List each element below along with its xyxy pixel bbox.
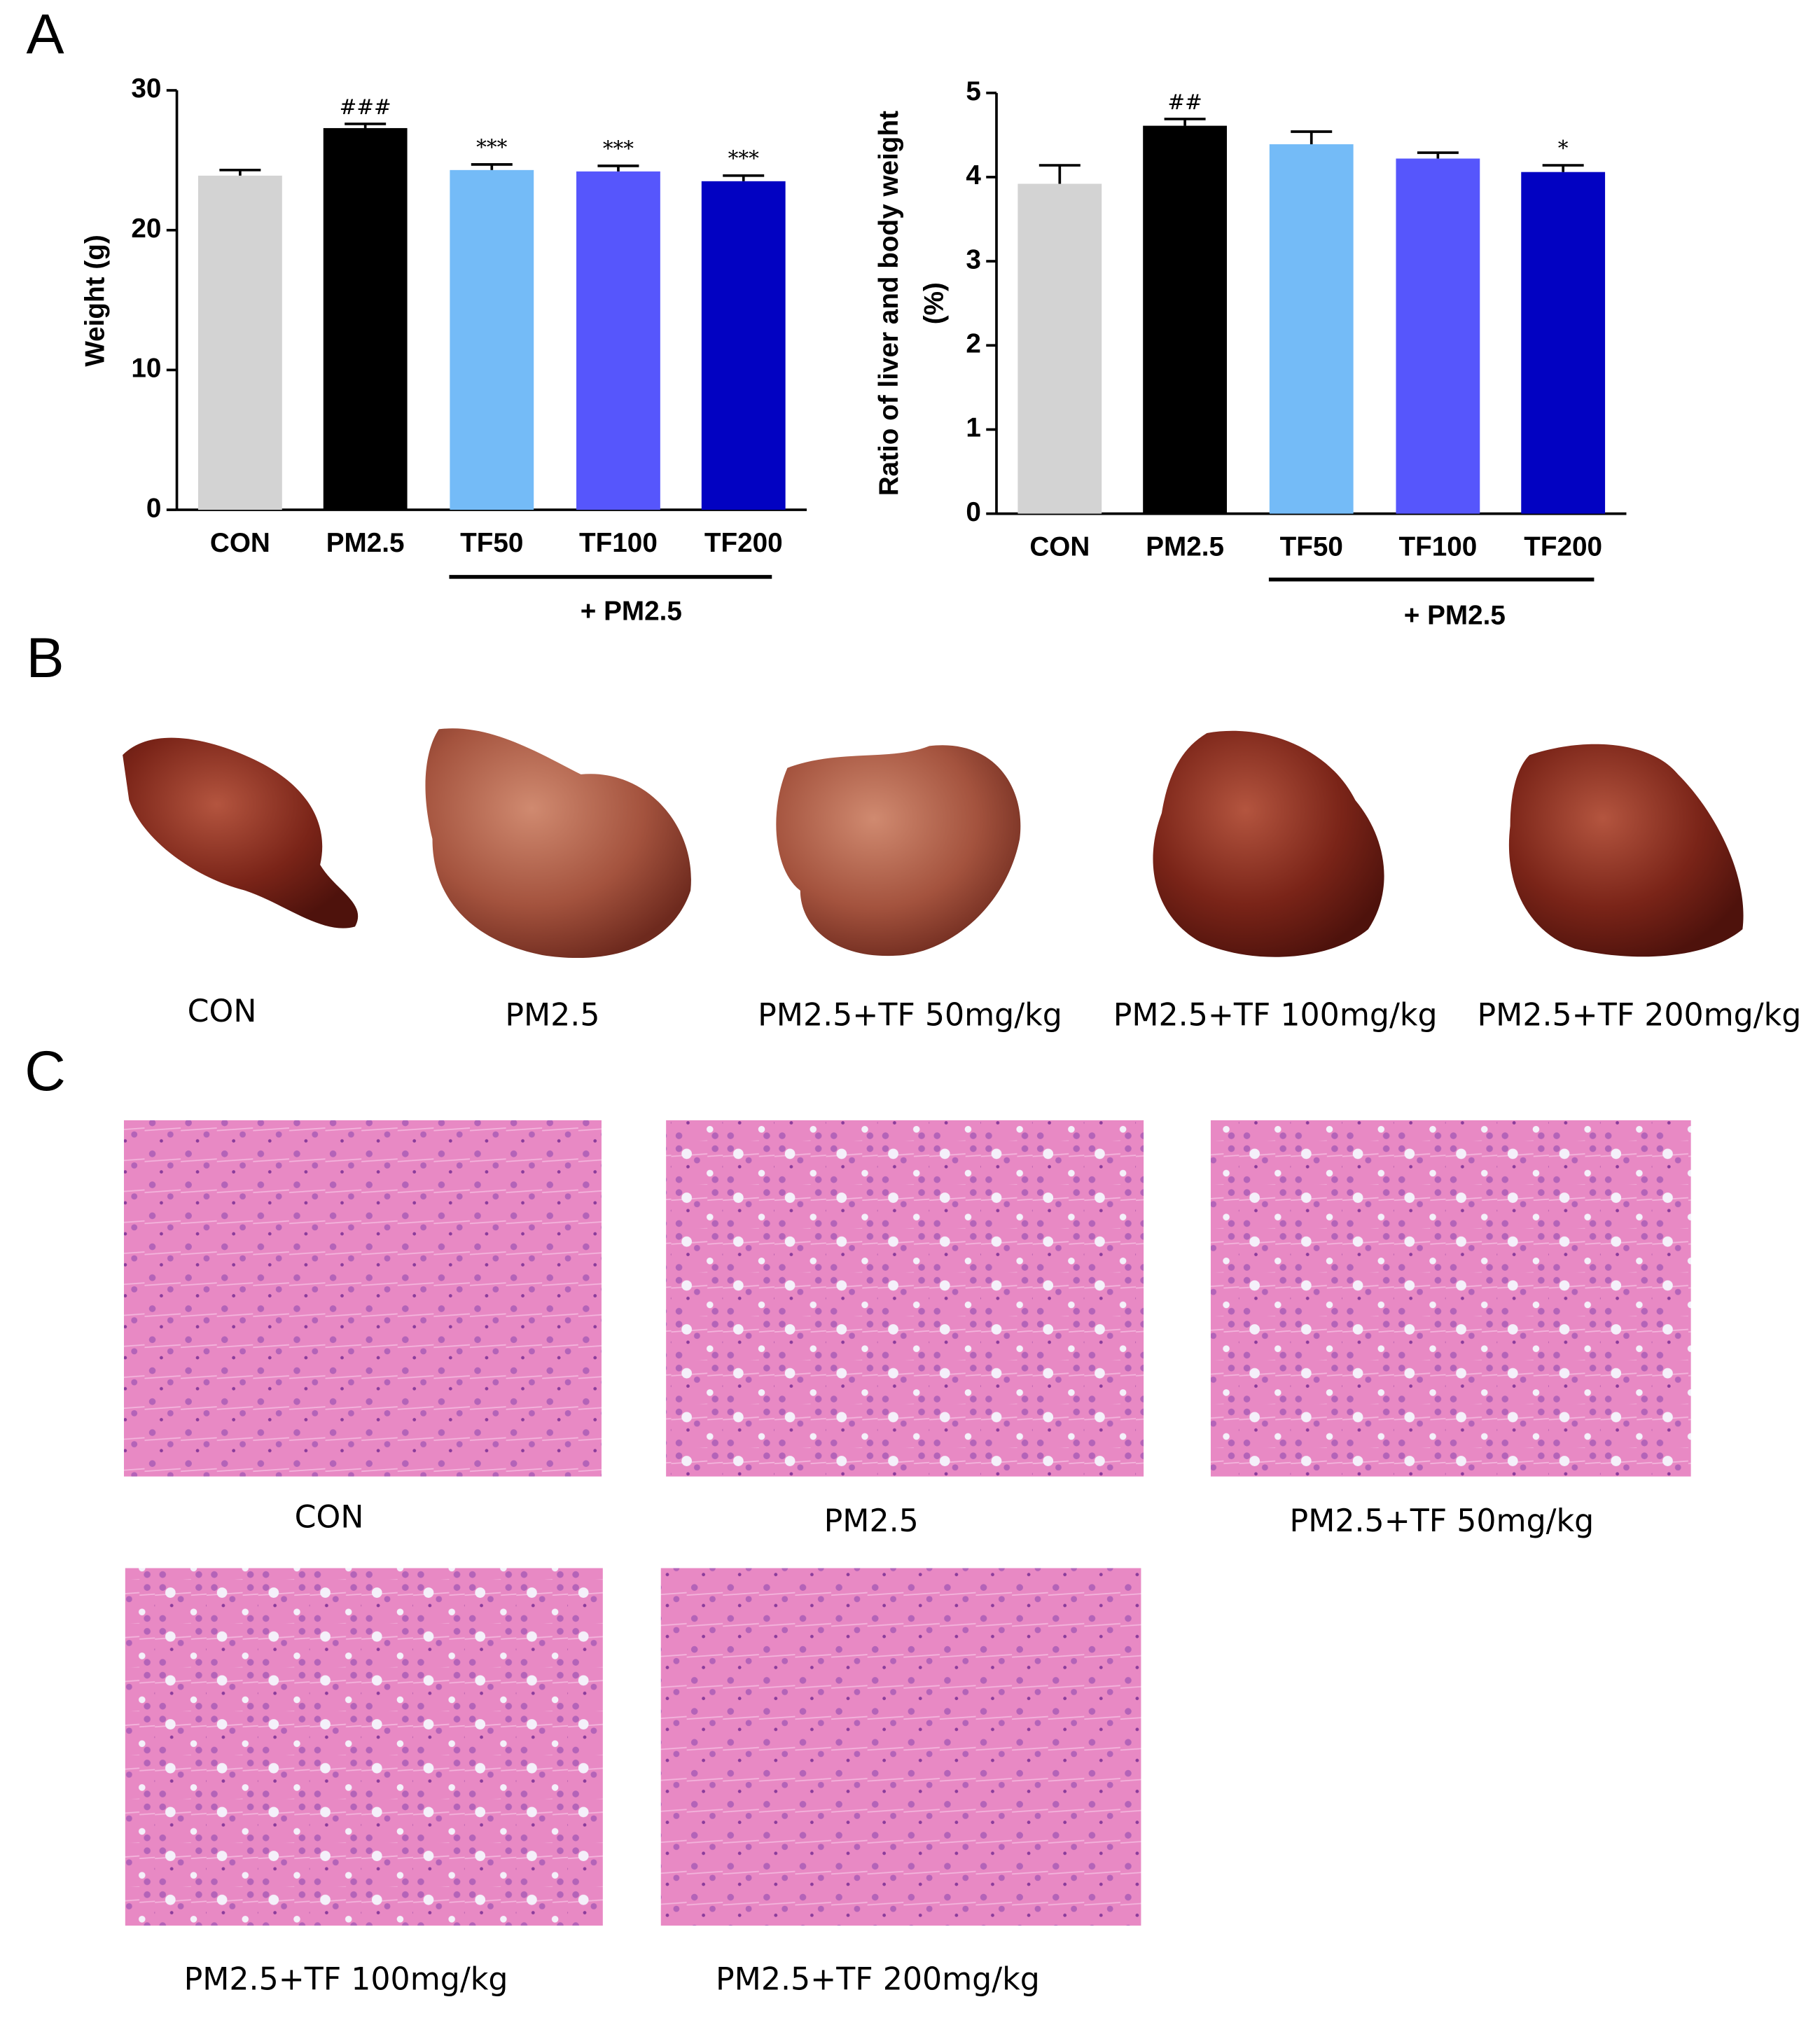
panel-label: B bbox=[27, 627, 64, 690]
histology-caption: CON bbox=[295, 1499, 364, 1535]
x-tick-label: TF50 bbox=[1280, 532, 1343, 562]
y-tick-label: 20 bbox=[131, 214, 161, 244]
y-tick-label: 1 bbox=[966, 413, 981, 443]
y-axis-label: Ratio of liver and body weight bbox=[874, 111, 904, 496]
x-tick-label: PM2.5 bbox=[1146, 532, 1224, 562]
x-tick-label: TF100 bbox=[579, 528, 658, 558]
significance-label: *** bbox=[728, 147, 759, 171]
liver-photo bbox=[1508, 744, 1744, 957]
histology-image bbox=[123, 1120, 602, 1477]
error-bar bbox=[1164, 118, 1206, 126]
bar bbox=[323, 127, 408, 510]
photo-caption: PM2.5 bbox=[505, 997, 599, 1033]
histology-caption: PM2.5+TF 100mg/kg bbox=[184, 1961, 508, 1997]
photo-caption: PM2.5+TF 50mg/kg bbox=[758, 997, 1062, 1033]
significance-label: ### bbox=[340, 95, 391, 119]
x-tick-label: PM2.5 bbox=[326, 528, 405, 558]
bar bbox=[576, 171, 660, 510]
error-bar bbox=[471, 163, 513, 170]
error-bar bbox=[597, 165, 639, 172]
y-tick-label: 0 bbox=[146, 493, 162, 523]
bar bbox=[1017, 183, 1102, 514]
error-bar bbox=[1038, 164, 1081, 184]
y-tick-label: 5 bbox=[966, 76, 981, 106]
significance-label: *** bbox=[603, 137, 634, 161]
bar bbox=[450, 169, 534, 510]
error-bar bbox=[1291, 130, 1333, 145]
y-axis-label: (%) bbox=[919, 282, 950, 324]
bar bbox=[1396, 158, 1480, 514]
y-tick-label: 10 bbox=[131, 354, 161, 384]
significance-label: ## bbox=[1167, 90, 1202, 114]
histology-caption: PM2.5+TF 200mg/kg bbox=[716, 1961, 1040, 1997]
bar bbox=[1521, 172, 1606, 514]
photo-caption: PM2.5+TF 100mg/kg bbox=[1113, 997, 1438, 1033]
panel-label: A bbox=[27, 4, 64, 67]
bar bbox=[1269, 144, 1354, 514]
significance-label: * bbox=[1558, 137, 1569, 160]
x-tick-label: TF200 bbox=[704, 528, 783, 558]
error-bar bbox=[1417, 151, 1459, 159]
liver-photo bbox=[425, 728, 691, 959]
x-tick-label: TF200 bbox=[1524, 532, 1602, 562]
error-bar bbox=[219, 169, 261, 176]
histology-image bbox=[660, 1568, 1141, 1926]
y-tick-label: 3 bbox=[966, 244, 981, 274]
histology-images bbox=[123, 1120, 1691, 1926]
x-tick-label: CON bbox=[1029, 532, 1090, 562]
photo-caption: CON bbox=[188, 994, 257, 1029]
histology-caption: PM2.5+TF 50mg/kg bbox=[1290, 1503, 1595, 1539]
x-tick-label: TF100 bbox=[1398, 532, 1477, 562]
panel-label: C bbox=[25, 1040, 66, 1103]
histology-image bbox=[125, 1568, 603, 1926]
bar bbox=[701, 181, 786, 510]
y-tick-label: 0 bbox=[966, 497, 981, 527]
histology-caption: PM2.5 bbox=[824, 1503, 919, 1539]
liver-photos bbox=[123, 728, 1744, 959]
liver-photo bbox=[776, 745, 1021, 956]
error-bar bbox=[1542, 164, 1584, 172]
significance-label: *** bbox=[476, 136, 507, 160]
photo-caption: PM2.5+TF 200mg/kg bbox=[1478, 997, 1802, 1033]
group-label: + PM2.5 bbox=[1404, 600, 1506, 630]
y-tick-label: 2 bbox=[966, 328, 981, 359]
bar bbox=[1143, 125, 1228, 514]
liver-photo bbox=[1153, 730, 1384, 957]
x-tick-label: CON bbox=[210, 528, 270, 558]
y-tick-label: 30 bbox=[131, 74, 161, 104]
histology-image bbox=[1210, 1120, 1691, 1477]
group-label: + PM2.5 bbox=[581, 597, 682, 627]
histology-image bbox=[666, 1120, 1144, 1477]
x-tick-label: TF50 bbox=[460, 528, 523, 558]
error-bar bbox=[723, 174, 765, 181]
y-tick-label: 4 bbox=[966, 160, 981, 190]
liver-photo bbox=[123, 737, 359, 928]
error-bar bbox=[345, 123, 387, 128]
y-axis-label: Weight (g) bbox=[80, 235, 110, 366]
bar bbox=[197, 175, 282, 510]
